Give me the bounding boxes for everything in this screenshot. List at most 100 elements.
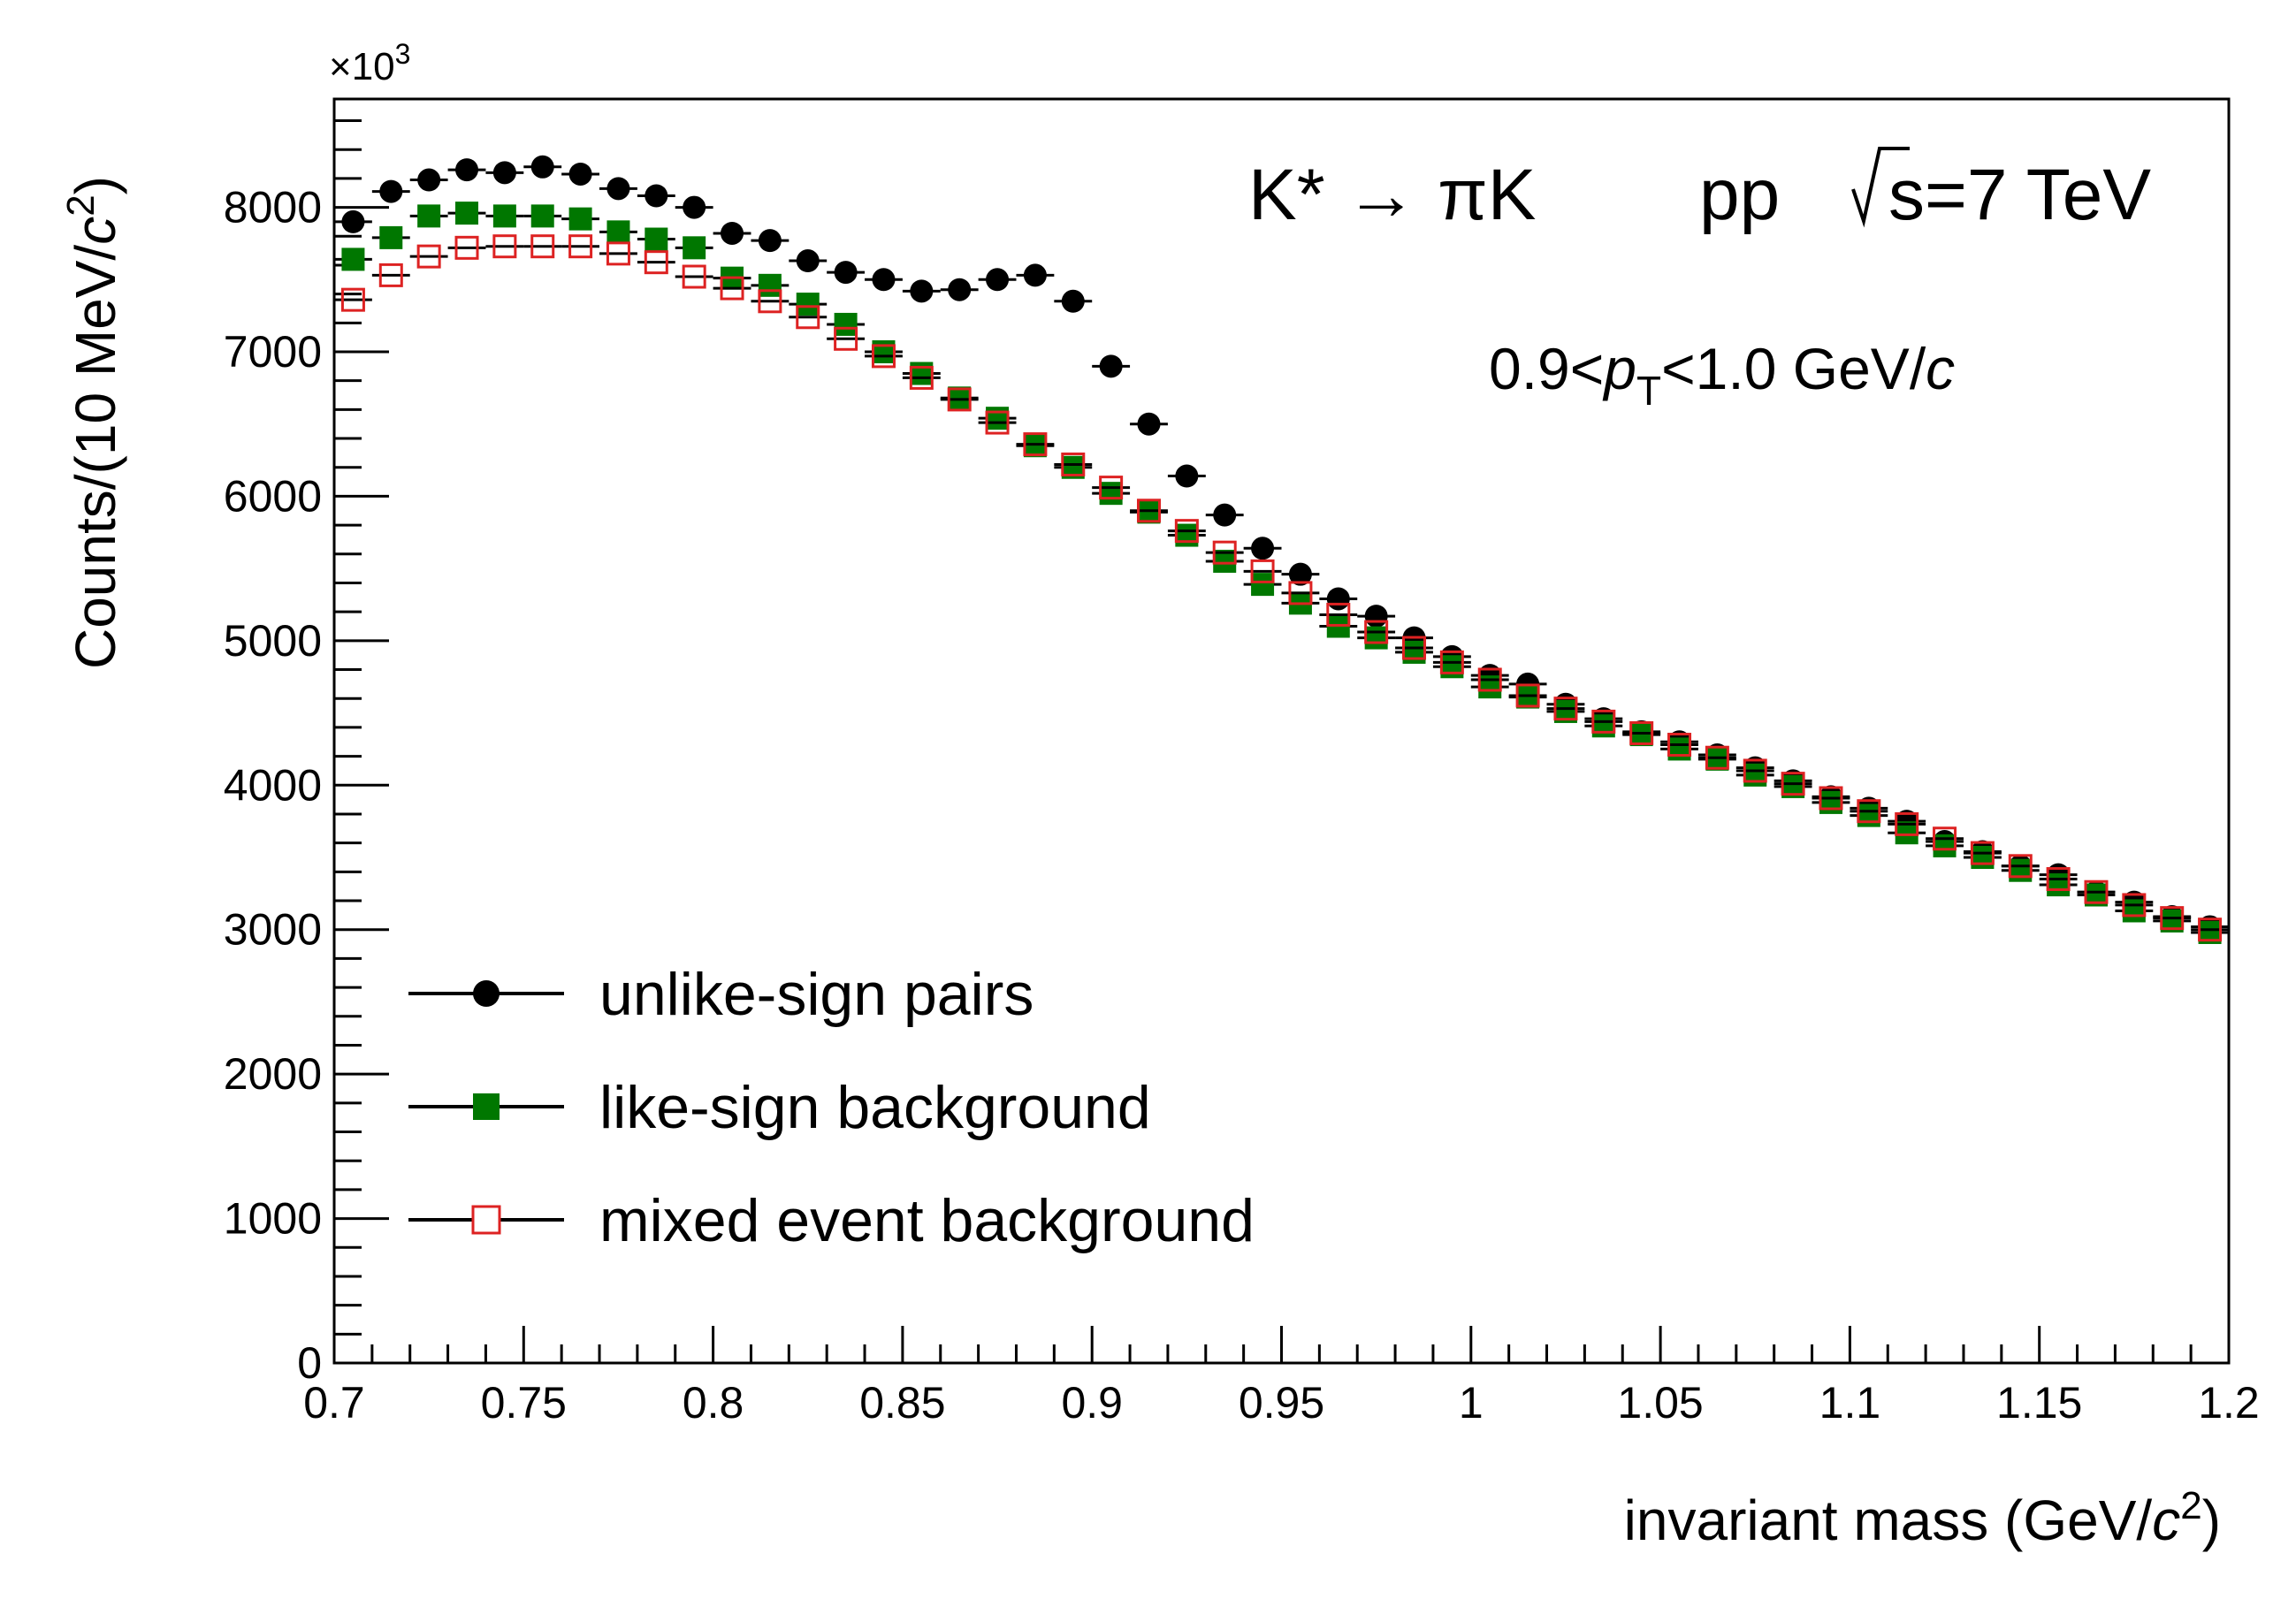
data-point bbox=[758, 289, 782, 314]
data-point bbox=[645, 227, 668, 251]
data-point bbox=[530, 204, 554, 228]
y-axis-label: Counts/(10 MeV/c2) bbox=[59, 176, 127, 669]
plot-frame bbox=[332, 97, 2231, 1365]
x-tick-label: 0.95 bbox=[1239, 1378, 1324, 1428]
data-point bbox=[2198, 918, 2223, 942]
pt-range-label: 0.9<pT<1.0 GeV/c bbox=[1489, 336, 1955, 414]
y-tick-label: 6000 bbox=[224, 471, 322, 521]
data-point bbox=[1402, 636, 1427, 660]
data-point bbox=[1667, 733, 1692, 758]
data-point bbox=[2122, 899, 2146, 923]
y-tick-label: 8000 bbox=[224, 183, 322, 232]
legend-marker-circle-icon bbox=[473, 980, 500, 1007]
x-tick-label: 1 bbox=[1459, 1378, 1484, 1428]
data-point bbox=[1326, 587, 1350, 611]
x-tick-label: 1.2 bbox=[2198, 1378, 2260, 1428]
data-point bbox=[721, 221, 744, 245]
legend: unlike-sign pairs like-sign background m… bbox=[408, 961, 1255, 1254]
legend-entry-like-sign: like-sign background bbox=[408, 1074, 1151, 1141]
data-point bbox=[1553, 697, 1578, 721]
data-point bbox=[796, 293, 820, 316]
data-point bbox=[1250, 559, 1275, 583]
legend-entry-mixed-event: mixed event background bbox=[408, 1187, 1255, 1254]
legend-label: unlike-sign pairs bbox=[599, 961, 1034, 1028]
data-point bbox=[1895, 811, 1919, 836]
data-point bbox=[834, 326, 858, 351]
data-point bbox=[683, 236, 706, 260]
data-point bbox=[1364, 626, 1388, 650]
data-point bbox=[872, 340, 896, 363]
data-point bbox=[1705, 745, 1729, 770]
data-point bbox=[947, 387, 972, 412]
data-point bbox=[1288, 562, 1312, 586]
data-point bbox=[606, 177, 630, 201]
data-point bbox=[644, 250, 668, 275]
series-filled-circle bbox=[334, 155, 2229, 939]
y-tick-label: 0 bbox=[297, 1338, 322, 1388]
data-point bbox=[2046, 867, 2071, 892]
data-point bbox=[1591, 709, 1616, 734]
data-point bbox=[1175, 464, 1199, 488]
data-point bbox=[455, 158, 479, 182]
series-open-square bbox=[334, 234, 2229, 942]
data-point bbox=[986, 407, 1010, 430]
data-point bbox=[872, 268, 896, 292]
data-point bbox=[645, 184, 668, 208]
y-tick-label: 2000 bbox=[224, 1049, 322, 1099]
legend-label: mixed event background bbox=[599, 1187, 1255, 1254]
data-point bbox=[1251, 573, 1275, 597]
data-point bbox=[871, 344, 896, 369]
data-point bbox=[530, 234, 555, 259]
y-axis: 0 1000 2000 3000 4000 5000 6000 7000 8000 bbox=[224, 119, 389, 1388]
y-tick-label: 1000 bbox=[224, 1194, 322, 1244]
legend-marker-filled-square-icon bbox=[473, 1093, 500, 1120]
data-point bbox=[1516, 685, 1540, 709]
data-point bbox=[2122, 893, 2147, 918]
series-filled-square bbox=[334, 202, 2229, 944]
title-system: pp bbox=[1699, 155, 1780, 235]
data-point bbox=[568, 162, 592, 186]
y-tick-label: 3000 bbox=[224, 905, 322, 955]
y-tick-label: 4000 bbox=[224, 760, 322, 810]
data-point bbox=[758, 273, 782, 297]
data-point bbox=[1099, 354, 1123, 378]
data-point bbox=[606, 220, 630, 244]
data-point bbox=[985, 410, 1010, 435]
data-point bbox=[834, 312, 858, 336]
data-point bbox=[910, 279, 934, 303]
data-point bbox=[1970, 841, 1995, 865]
data-point bbox=[910, 362, 934, 385]
data-point bbox=[1061, 289, 1085, 313]
data-point bbox=[1477, 667, 1502, 692]
x-tick-label: 0.85 bbox=[859, 1378, 945, 1428]
data-point bbox=[796, 249, 820, 273]
data-point bbox=[1402, 640, 1426, 664]
data-point bbox=[1364, 620, 1389, 644]
x-tick-label: 0.8 bbox=[683, 1378, 744, 1428]
data-point bbox=[1857, 799, 1881, 824]
data-point bbox=[909, 365, 934, 390]
data-point bbox=[720, 276, 744, 301]
data-point bbox=[416, 244, 441, 269]
data-point bbox=[1251, 537, 1275, 560]
data-point bbox=[2009, 858, 2033, 882]
x-tick-label: 1.1 bbox=[1819, 1378, 1881, 1428]
data-point bbox=[2047, 873, 2071, 897]
data-point bbox=[1933, 826, 1957, 851]
data-point bbox=[378, 263, 403, 287]
title-energy: s=7 TeV bbox=[1888, 155, 2151, 235]
data-point bbox=[1023, 434, 1047, 458]
data-point bbox=[1440, 655, 1464, 679]
data-point bbox=[1061, 452, 1086, 476]
sqrt-sign-icon bbox=[1851, 147, 1910, 228]
data-point bbox=[796, 305, 820, 330]
data-point bbox=[1857, 803, 1880, 827]
data-point bbox=[1288, 581, 1313, 605]
data-point bbox=[682, 264, 706, 289]
data-point bbox=[492, 161, 516, 185]
data-point bbox=[417, 168, 441, 192]
x-axis-label: invariant mass (GeV/c2) bbox=[1624, 1484, 2221, 1552]
data-point bbox=[341, 247, 365, 271]
data-point bbox=[1743, 763, 1767, 787]
